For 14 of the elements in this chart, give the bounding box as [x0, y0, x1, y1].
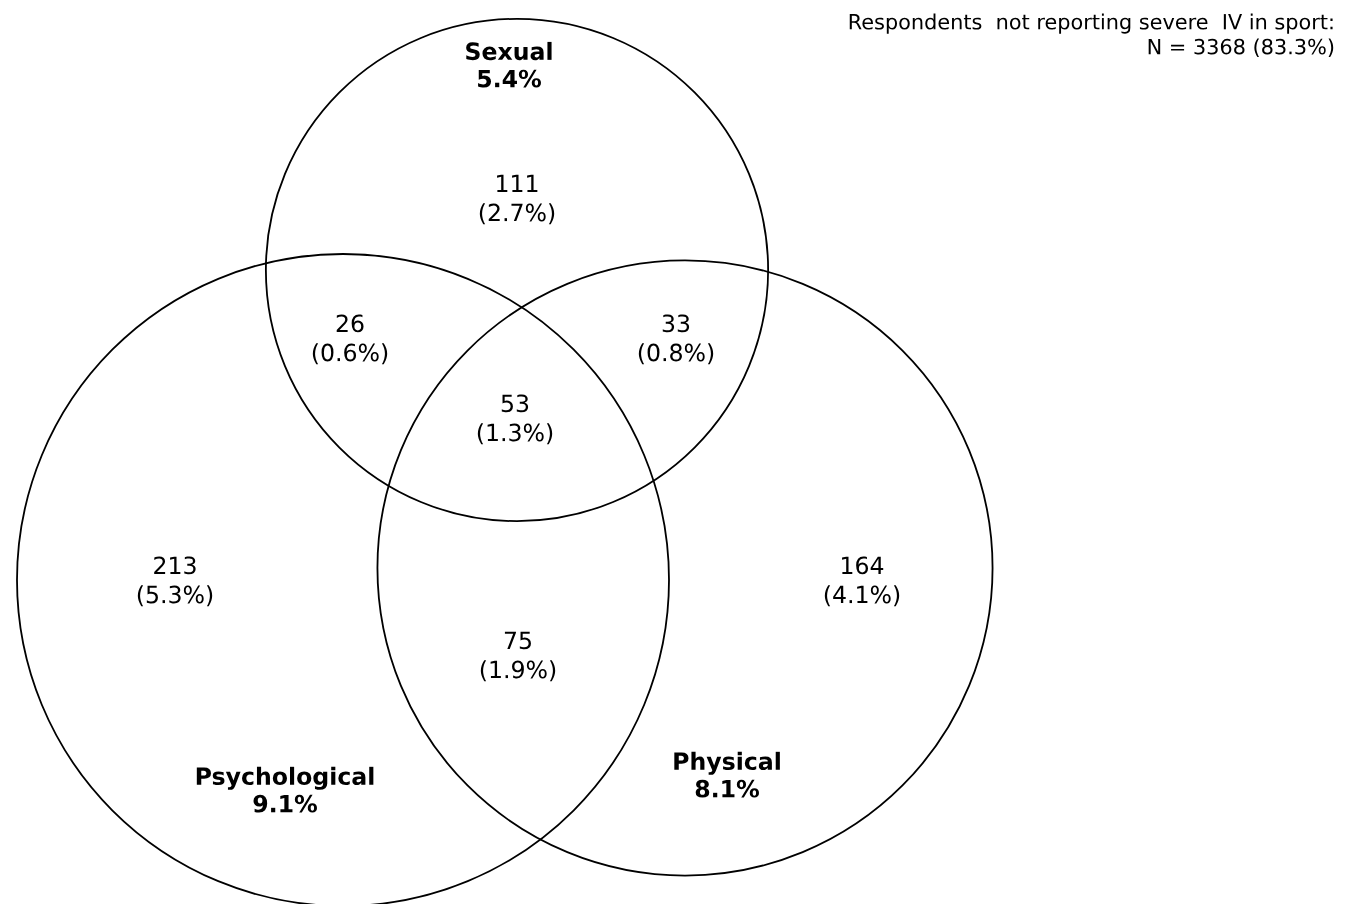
- category-label: Psychological: [196, 766, 374, 790]
- text: 213 (5.3%): [137, 556, 213, 607]
- text: 33 (0.8%): [638, 314, 714, 365]
- text: 111 (2.7%): [479, 174, 555, 225]
- text: 75 (1.9%): [480, 631, 556, 682]
- category-label: Physical: [674, 751, 780, 775]
- text: 53 (1.3%): [477, 394, 553, 445]
- data-label: 9.1%: [253, 794, 317, 813]
- data-label: 8.1%: [695, 779, 759, 798]
- data-label: 5.4%: [478, 69, 541, 88]
- text: Respondents not reporting severe IV in sport: N = 3368 (83.3%): [849, 13, 1334, 57]
- text: 26 (0.6%): [312, 314, 388, 365]
- text: 164 (4.1%): [824, 556, 900, 607]
- category-label: Sexual: [466, 41, 552, 61]
